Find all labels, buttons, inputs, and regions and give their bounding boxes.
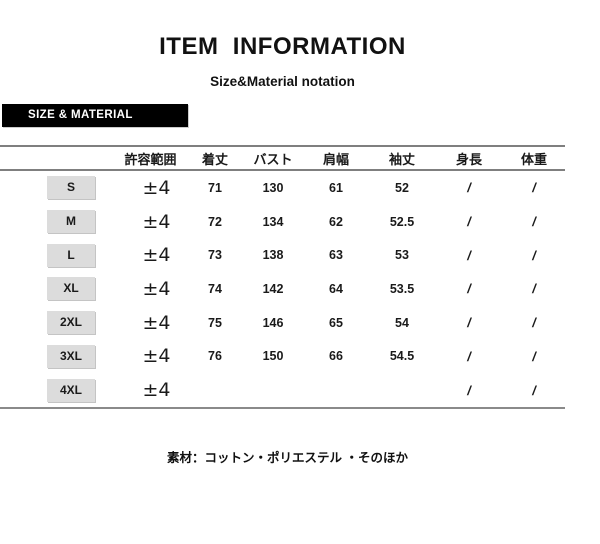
section-label-size-material: SIZE & MATERIAL	[2, 104, 188, 127]
tolerance-cell: ±4	[142, 311, 171, 334]
body-length-cell: 72	[208, 214, 222, 229]
weight-cell: /	[532, 180, 536, 196]
body-length-cell: 71	[208, 180, 222, 195]
header-cell-sleeve-length: 袖丈	[388, 151, 415, 167]
body-length-cell: 73	[208, 248, 222, 263]
weight-cell: /	[532, 247, 536, 263]
height-cell: /	[467, 247, 471, 263]
body-length-cell: 76	[208, 349, 222, 364]
body-length-cell: 75	[208, 315, 222, 330]
height-cell: /	[467, 315, 471, 331]
size-cell: 4XL	[0, 378, 114, 402]
size-table-body: S ±4 71 130 61 52 / / M ±4 72 134 62 52.…	[0, 171, 565, 409]
bust-cell: 146	[262, 315, 284, 330]
weight-cell: /	[532, 315, 536, 331]
tolerance-cell: ±4	[142, 345, 171, 368]
material-note: 素材：コットン・ポリエステル ・そのほか	[167, 451, 408, 465]
header-cell-body-length: 着丈	[201, 151, 228, 167]
sleeve-length-cell: 52	[395, 180, 409, 195]
table-row: M ±4 72 134 62 52.5 / /	[0, 205, 565, 239]
size-label: XL	[47, 277, 95, 301]
header-cell-height: 身長	[455, 151, 482, 167]
tolerance-cell: ±4	[142, 176, 171, 199]
bust-cell: 130	[262, 180, 284, 195]
weight-cell: /	[532, 214, 536, 230]
table-row: L ±4 73 138 63 53 / /	[0, 238, 565, 272]
weight-cell: /	[532, 348, 536, 364]
size-cell: XL	[0, 277, 114, 301]
size-label: 3XL	[47, 344, 95, 368]
size-cell: 3XL	[0, 344, 114, 368]
bust-cell: 150	[262, 349, 284, 364]
shoulder-width-cell: 66	[329, 349, 343, 364]
bust-cell: 134	[262, 214, 284, 229]
weight-cell: /	[532, 281, 536, 297]
table-row: S ±4 71 130 61 52 / /	[0, 171, 565, 205]
table-row: XL ±4 74 142 64 53.5 / /	[0, 272, 565, 306]
table-row: 2XL ±4 75 146 65 54 / /	[0, 306, 565, 340]
height-cell: /	[467, 180, 471, 196]
page-subtitle: Size&Material notation	[210, 74, 355, 89]
size-label: S	[47, 176, 95, 200]
size-table: 許容範囲 着丈 バスト 肩幅 袖丈 身長 体重 S ±4 71 130 61 5…	[0, 145, 565, 409]
shoulder-width-cell: 61	[329, 180, 343, 195]
table-row: 4XL ±4 / /	[0, 373, 565, 407]
header-cell-shoulder-width: 肩幅	[322, 151, 349, 167]
size-label: L	[47, 243, 95, 267]
tolerance-cell: ±4	[142, 210, 171, 233]
height-cell: /	[467, 382, 471, 398]
size-table-header-row: 許容範囲 着丈 バスト 肩幅 袖丈 身長 体重	[0, 145, 565, 171]
sleeve-length-cell: 53.5	[389, 281, 415, 296]
shoulder-width-cell: 64	[329, 281, 343, 296]
sleeve-length-cell: 52.5	[389, 214, 415, 229]
bust-cell: 142	[262, 281, 284, 296]
shoulder-width-cell: 65	[329, 315, 343, 330]
size-label: 4XL	[47, 378, 95, 402]
header-cell-bust: バスト	[253, 151, 293, 167]
tolerance-cell: ±4	[142, 244, 171, 267]
height-cell: /	[467, 214, 471, 230]
bust-cell: 138	[262, 248, 284, 263]
weight-cell: /	[532, 382, 536, 398]
size-cell: M	[0, 210, 114, 234]
sleeve-length-cell: 54.5	[389, 349, 415, 364]
shoulder-width-cell: 62	[329, 214, 343, 229]
size-cell: 2XL	[0, 311, 114, 335]
size-label: M	[47, 210, 95, 234]
body-length-cell: 74	[208, 281, 222, 296]
size-label: 2XL	[47, 311, 95, 335]
sleeve-length-cell: 54	[395, 315, 409, 330]
shoulder-width-cell: 63	[329, 248, 343, 263]
height-cell: /	[467, 281, 471, 297]
header-cell-tolerance: 許容範囲	[124, 151, 177, 167]
size-cell: L	[0, 243, 114, 267]
sleeve-length-cell: 53	[395, 248, 409, 263]
size-cell: S	[0, 176, 114, 200]
header-cell-weight: 体重	[520, 151, 547, 167]
tolerance-cell: ±4	[142, 379, 171, 402]
tolerance-cell: ±4	[142, 277, 171, 300]
page-title: ITEM INFORMATION	[159, 33, 406, 60]
height-cell: /	[467, 348, 471, 364]
table-row: 3XL ±4 76 150 66 54.5 / /	[0, 340, 565, 374]
